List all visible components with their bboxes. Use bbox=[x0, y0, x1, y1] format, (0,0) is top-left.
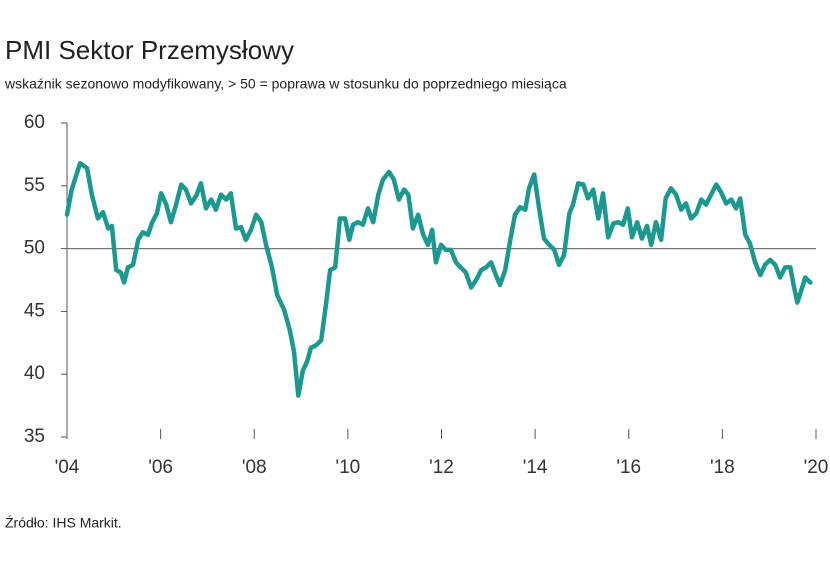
x-tick-label: '08 bbox=[242, 457, 267, 478]
x-tick-label: '14 bbox=[523, 457, 548, 478]
x-tick-label: '06 bbox=[148, 457, 173, 478]
y-tick-label: 40 bbox=[24, 363, 45, 384]
y-tick-label: 60 bbox=[24, 112, 45, 133]
x-tick-label: '18 bbox=[710, 457, 735, 478]
x-tick-label: '04 bbox=[55, 457, 80, 478]
x-tick-label: '10 bbox=[335, 457, 360, 478]
y-tick-label: 55 bbox=[24, 175, 45, 196]
x-tick-label: '12 bbox=[429, 457, 454, 478]
y-tick-label: 50 bbox=[24, 238, 45, 259]
chart-subtitle: wskaźnik sezonowo modyfikowany, > 50 = p… bbox=[4, 76, 567, 92]
data-line bbox=[64, 160, 813, 398]
x-tick-label: '16 bbox=[616, 457, 641, 478]
y-tick-label: 35 bbox=[24, 426, 45, 447]
x-tick-label: '20 bbox=[804, 457, 829, 478]
source-note: Źródło: IHS Markit. bbox=[5, 515, 122, 531]
y-tick-label: 45 bbox=[24, 300, 45, 321]
chart-title: PMI Sektor Przemysłowy bbox=[5, 35, 294, 65]
